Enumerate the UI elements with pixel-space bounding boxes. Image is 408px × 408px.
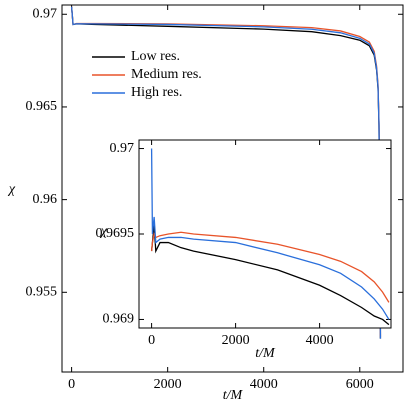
y-tick-label: 0.969 bbox=[103, 312, 135, 327]
x-tick-label: 4000 bbox=[306, 333, 334, 348]
legend-label: High res. bbox=[131, 85, 182, 100]
series-line bbox=[150, 148, 390, 320]
y-axis-label: χ bbox=[7, 182, 16, 197]
legend-label: Medium res. bbox=[131, 67, 202, 82]
x-tick-label: 2000 bbox=[222, 333, 250, 348]
y-axis-label: χ bbox=[99, 224, 108, 239]
x-tick-label: 6000 bbox=[346, 377, 374, 392]
legend-label: Low res. bbox=[131, 49, 180, 64]
y-tick-label: 0.9695 bbox=[96, 226, 135, 241]
x-tick-label: 0 bbox=[148, 333, 155, 348]
x-axis-label: t/M bbox=[255, 346, 276, 361]
y-tick-label: 0.955 bbox=[26, 285, 58, 300]
y-tick-label: 0.97 bbox=[33, 6, 58, 21]
x-tick-label: 0 bbox=[68, 377, 75, 392]
x-tick-label: 2000 bbox=[154, 377, 182, 392]
x-axis-label: t/M bbox=[223, 388, 244, 403]
y-tick-label: 0.965 bbox=[26, 99, 58, 114]
plot-area bbox=[138, 139, 392, 329]
x-tick-label: 4000 bbox=[250, 377, 278, 392]
y-tick-label: 0.96 bbox=[33, 192, 58, 207]
y-tick-label: 0.97 bbox=[110, 141, 135, 156]
series-line bbox=[70, 6, 382, 339]
